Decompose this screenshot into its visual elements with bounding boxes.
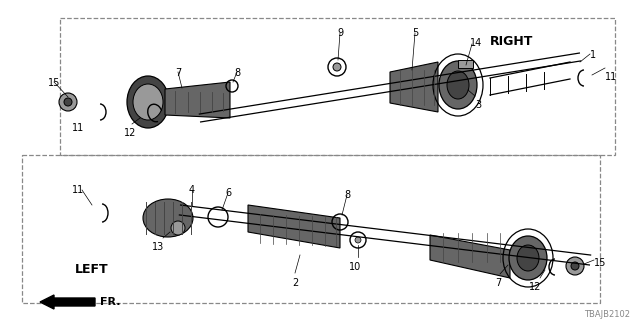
Ellipse shape	[133, 84, 163, 120]
Text: 2: 2	[292, 278, 298, 288]
Text: 14: 14	[470, 38, 483, 48]
Text: 7: 7	[175, 68, 181, 78]
Text: 12: 12	[529, 282, 541, 292]
Polygon shape	[430, 235, 510, 278]
Text: 8: 8	[344, 190, 350, 200]
Circle shape	[59, 93, 77, 111]
Text: TBAJB2102: TBAJB2102	[584, 310, 630, 319]
Text: 13: 13	[152, 242, 164, 252]
Ellipse shape	[127, 76, 169, 128]
Text: LEFT: LEFT	[75, 263, 109, 276]
Text: 7: 7	[495, 278, 501, 288]
Text: 11: 11	[72, 185, 84, 195]
Text: 11: 11	[72, 123, 84, 133]
Text: 1: 1	[590, 50, 596, 60]
Text: 3: 3	[475, 100, 481, 110]
Text: 15: 15	[594, 258, 606, 268]
Ellipse shape	[447, 71, 469, 99]
Circle shape	[171, 221, 185, 235]
Text: 12: 12	[124, 128, 136, 138]
Polygon shape	[165, 82, 230, 118]
Text: 15: 15	[48, 78, 60, 88]
Circle shape	[64, 98, 72, 106]
Circle shape	[333, 63, 341, 71]
Bar	[458, 60, 473, 68]
Ellipse shape	[509, 236, 547, 280]
Text: 11: 11	[605, 72, 617, 82]
Text: FR.: FR.	[100, 297, 120, 307]
Ellipse shape	[439, 61, 477, 109]
Polygon shape	[390, 62, 438, 112]
Circle shape	[571, 262, 579, 270]
Circle shape	[566, 257, 584, 275]
Text: 5: 5	[412, 28, 418, 38]
Ellipse shape	[517, 245, 539, 271]
Text: 10: 10	[349, 262, 361, 272]
Text: 4: 4	[189, 185, 195, 195]
Text: 9: 9	[337, 28, 343, 38]
Text: RIGHT: RIGHT	[490, 35, 533, 48]
FancyArrow shape	[40, 295, 95, 309]
Circle shape	[355, 237, 361, 243]
Text: 8: 8	[234, 68, 240, 78]
Polygon shape	[248, 205, 340, 248]
Ellipse shape	[143, 199, 193, 237]
Text: 6: 6	[225, 188, 231, 198]
